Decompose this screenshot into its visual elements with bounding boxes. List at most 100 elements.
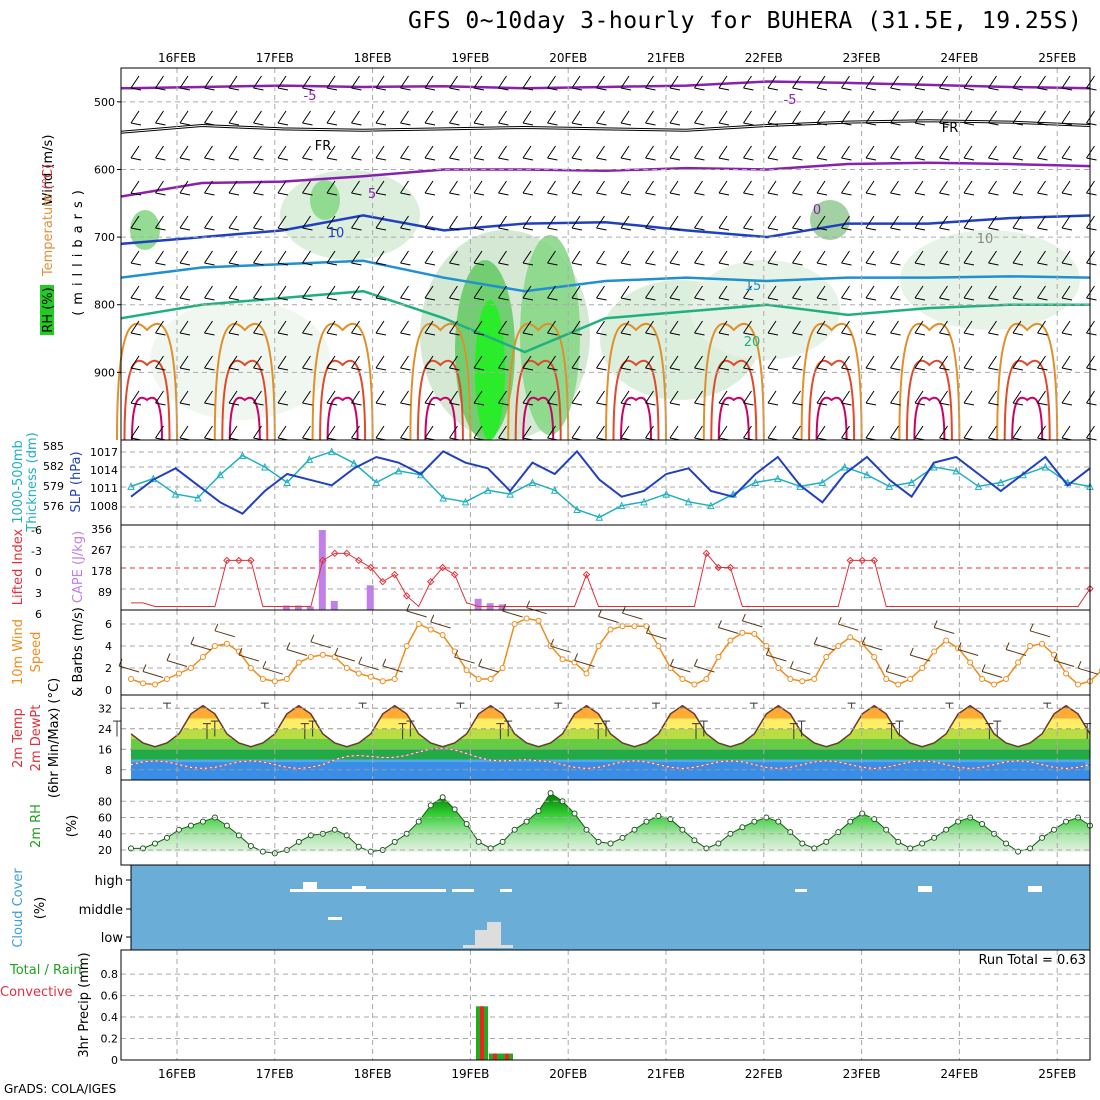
rh-point [1051,826,1058,833]
wind-barb [522,180,534,196]
wind-barb [1061,250,1073,266]
wind-label-text: & Barbs (m/s) [71,607,86,697]
thickness-label: 1000-500mb [11,440,26,524]
cape-bar [282,605,290,610]
wind-speed-point [379,678,386,685]
warm-contour [815,397,848,441]
wind-barb [718,110,730,126]
thickness-point [194,493,202,502]
li-point [379,577,387,586]
top-date-label: 25FEB [1038,51,1076,65]
wind-barb [179,180,191,196]
wind-barb [914,250,926,266]
wind-barb [767,320,779,336]
wind-barb [865,180,877,196]
wind-speed-line [130,617,1100,686]
rh-point [1039,834,1046,841]
wind-barb [155,145,166,161]
li-point [343,549,351,558]
wind-ytick: 6 [105,618,112,631]
li-point [235,556,243,565]
wind-barb-10m [550,639,571,653]
wind-barb [326,320,338,336]
wind10m-bg [121,610,1090,695]
wind-barb [1061,145,1073,161]
wind-barb [1061,390,1073,406]
precip-axis-label: 3hr Precip (mm) [77,952,92,1057]
rh-point [883,826,890,833]
wind-barb [473,75,485,91]
wind-barb [449,145,460,161]
wind-barb [963,250,975,266]
wind-barb [694,250,705,266]
wind-barb [767,180,779,196]
wind-barb [277,180,289,196]
wind-barb [743,285,754,301]
wind-barb [816,75,828,91]
wind-barb [1037,355,1048,371]
wind-barb [424,180,436,196]
wind-barb [326,250,338,266]
wind-barb [155,355,166,371]
wind-barb [718,285,730,301]
wind-barb [130,320,142,336]
thickness-label-b: Thickness (dm) [25,432,40,532]
wind-barb [694,355,705,371]
top-date-label: 18FEB [354,51,392,65]
wind-barb [302,215,313,231]
wind-barb [816,355,828,371]
wind-barb [767,75,779,91]
wind-barb-10m [1053,653,1075,667]
wind-barb-10m [717,620,739,634]
wind-barb [400,75,411,91]
wind-barb [1012,250,1024,266]
wind-barb [302,145,313,161]
wind-barb [375,285,387,301]
wind-barb [1061,320,1073,336]
dewpoint-line [130,747,1091,770]
slp-ytick: 1011 [90,482,118,495]
wind-speed-point [883,676,890,682]
wind-barb [645,250,656,266]
contour-label: 10 [328,226,345,241]
thickness-point [707,501,715,510]
wind-barb [620,180,632,196]
wind-barb [253,320,264,336]
wind-barb [596,75,607,91]
wind-barb [228,180,240,196]
cloud-low-block [475,930,487,948]
top-date-label: 22FEB [745,51,783,65]
wind-barb [645,390,656,406]
wind-barb [841,145,852,161]
wind-barb [816,110,828,126]
wind-barb [400,250,411,266]
rh-point [427,802,434,809]
wind-speed-point [979,676,986,682]
wind-barb [571,180,583,196]
wind-barb [277,110,289,126]
thickness-point [484,486,492,494]
wind-speed-point [595,643,602,649]
wind-barb [792,390,803,406]
wind-label: 10m Wind [11,619,26,685]
wind-barb [253,180,264,196]
wind-barb [326,215,338,231]
ua-temp-label-text: Temperature (°C) [41,164,56,277]
wind-barb [620,215,632,231]
cape-bar [366,585,374,610]
wind-barb [204,355,215,371]
isotherm-10 [120,214,1091,246]
warm-contour [717,397,750,441]
thickness-point [461,497,470,506]
rh-point [775,818,782,825]
rh-point [715,840,722,847]
wind-barb [375,355,387,371]
rh-shade [130,210,160,250]
wind-speed-point [679,676,686,682]
li-point [846,556,854,565]
ua-ytick: 800 [94,299,115,312]
precip-ytick: 0 [111,1054,118,1067]
cloud-label: (%) [33,897,48,920]
wind-barb [400,320,411,336]
wind-barb [988,180,999,196]
